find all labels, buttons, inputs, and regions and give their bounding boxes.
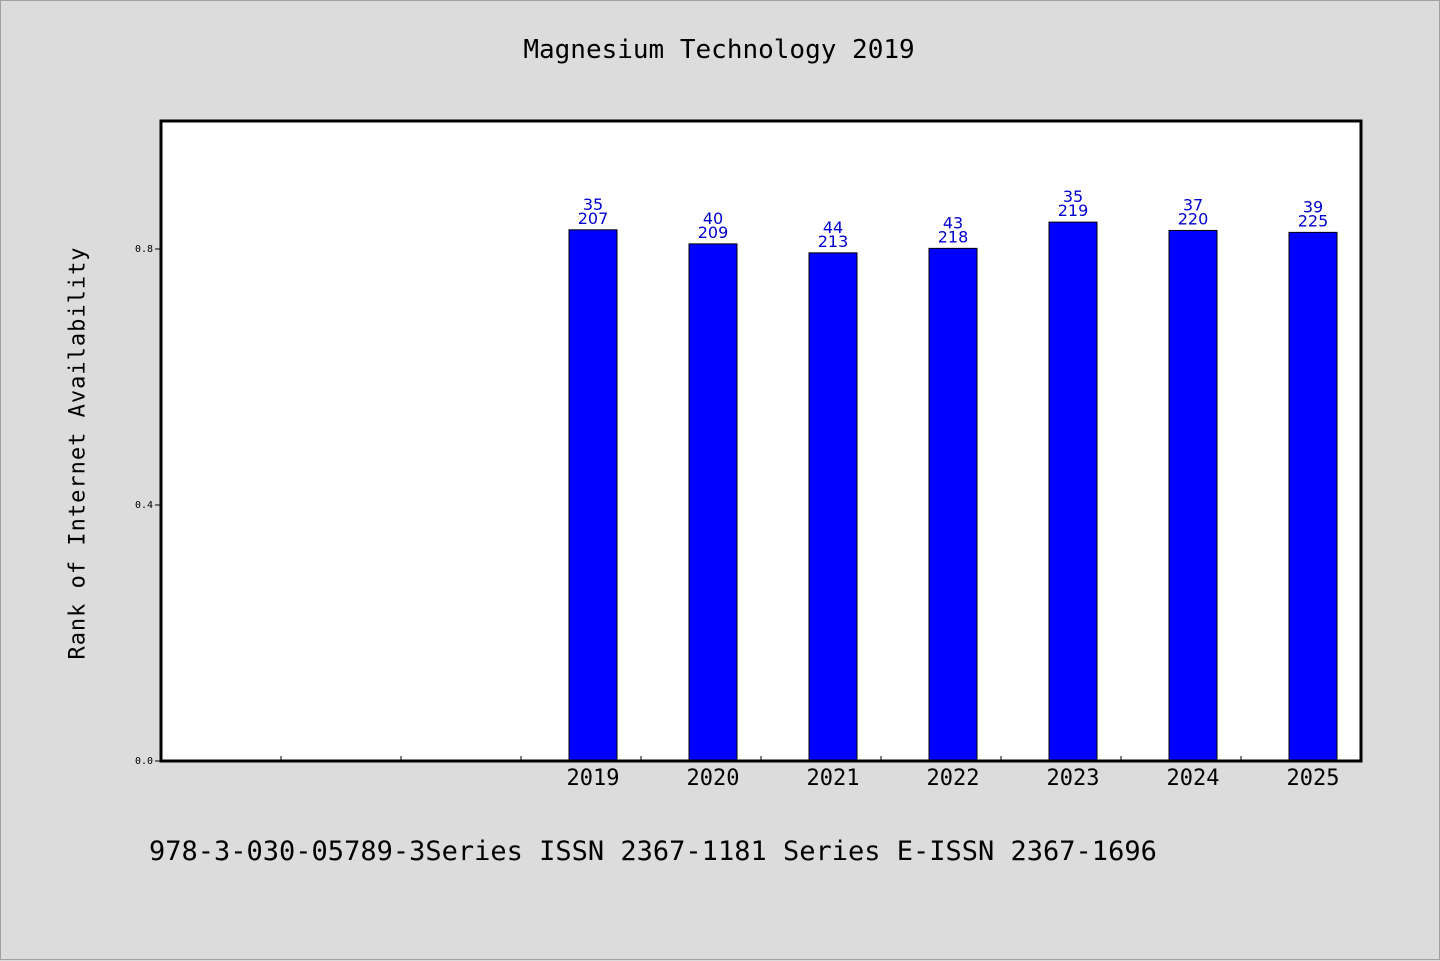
x-tick-label: 2022 [927,766,980,791]
bar [1168,229,1218,762]
x-tick-label: 2025 [1287,766,1340,791]
bar-label-top: 43 [943,213,963,232]
plot-area [161,121,1361,761]
bar-label-top: 35 [1063,187,1083,206]
bar [808,252,858,762]
bar-label-bottom: 219 [1058,201,1089,220]
bar-label-top: 44 [823,218,843,237]
chart-title: Magnesium Technology 2019 [523,35,915,65]
bar-label-top: 35 [583,195,603,214]
bar-label-bottom: 209 [698,223,729,242]
bar-label-top: 37 [1183,195,1203,214]
bar-label-bottom: 218 [938,227,969,246]
bar [1048,221,1098,762]
footer-text: 978-3-030-05789-3Series ISSN 2367-1181 S… [149,836,1157,867]
bar [688,243,738,762]
plot-frame [159,119,1363,763]
bar-label-top: 40 [703,209,723,228]
bar-label-bottom: 207 [578,209,609,228]
x-tick-label: 2021 [807,766,860,791]
x-tick-label: 2020 [687,766,740,791]
y-tick-label: 0.8 [135,244,153,255]
bar [568,229,618,762]
bar [1288,231,1338,762]
y-tick-label: 0.4 [135,500,153,511]
bar-label-top: 39 [1303,197,1323,216]
bar [928,247,978,762]
y-tick-label: 0.0 [135,756,153,767]
x-tick-label: 2019 [567,766,620,791]
bar-label-bottom: 220 [1178,209,1209,228]
x-tick-label: 2024 [1167,766,1220,791]
bar-label-bottom: 213 [818,232,849,251]
x-tick-label: 2023 [1047,766,1100,791]
bar-label-bottom: 225 [1298,211,1329,230]
